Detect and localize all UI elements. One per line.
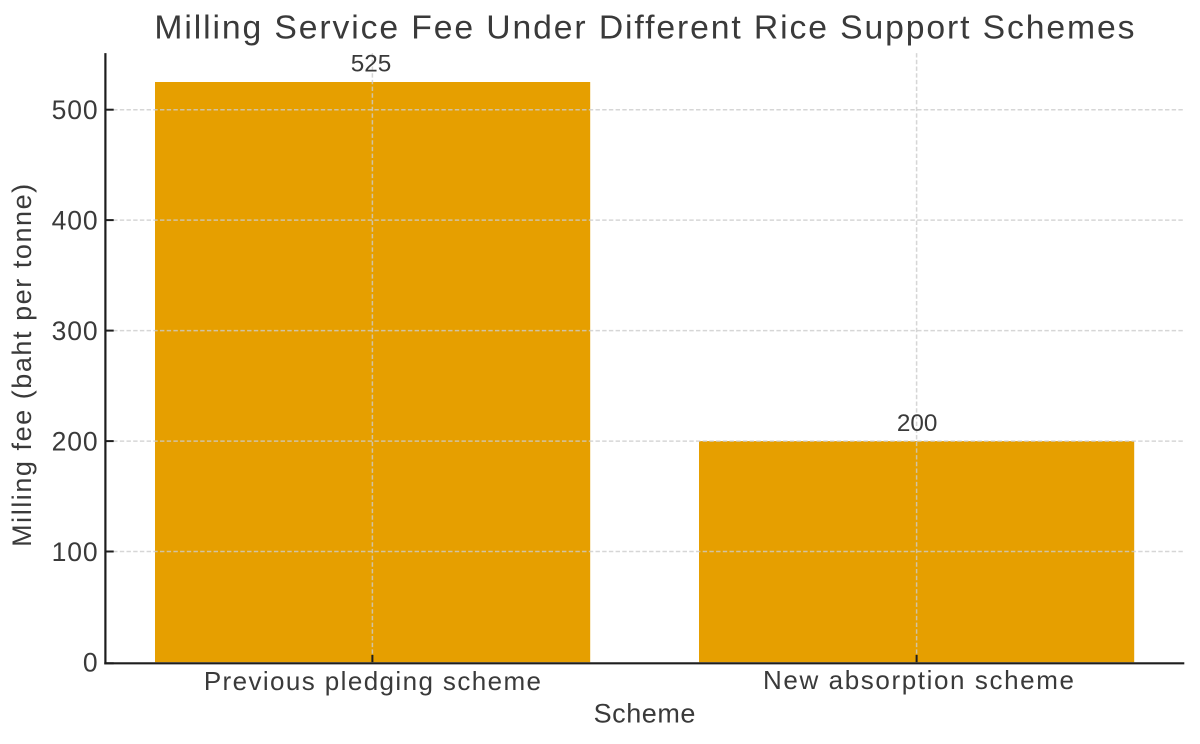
svg-text:200: 200 xyxy=(52,426,99,456)
svg-text:525: 525 xyxy=(351,50,392,77)
svg-text:Milling fee (baht per tonne): Milling fee (baht per tonne) xyxy=(7,182,37,547)
svg-text:400: 400 xyxy=(52,205,99,235)
svg-text:500: 500 xyxy=(52,95,99,125)
svg-text:New absorption scheme: New absorption scheme xyxy=(763,665,1076,695)
svg-text:0: 0 xyxy=(83,647,99,677)
svg-text:300: 300 xyxy=(52,316,99,346)
svg-text:200: 200 xyxy=(897,410,938,437)
svg-text:Milling Service Fee Under Diff: Milling Service Fee Under Different Rice… xyxy=(154,9,1136,47)
svg-text:Previous pledging scheme: Previous pledging scheme xyxy=(204,666,543,696)
svg-text:100: 100 xyxy=(52,537,99,567)
svg-text:Scheme: Scheme xyxy=(594,699,696,729)
